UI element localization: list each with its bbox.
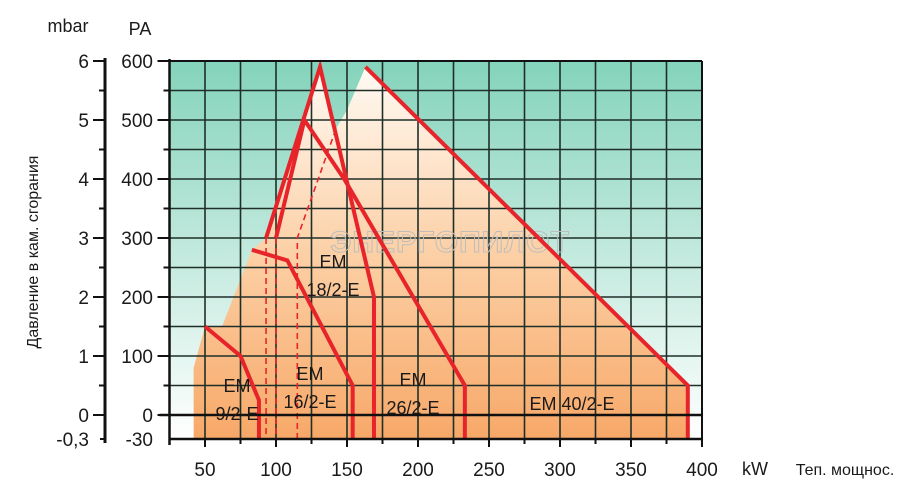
x-tick-label: 150 — [331, 460, 363, 481]
y-tick-label-mbar: 5 — [78, 111, 89, 132]
envelope-fill — [193, 66, 688, 440]
region-label: 26/2-E — [386, 398, 439, 418]
curve-em-9-2-e — [203, 324, 261, 439]
y-tick-label-pa: 500 — [121, 111, 153, 132]
y-unit-mbar: mbar — [47, 16, 88, 36]
region-labels: EM 9/2-E EM 16/2-E EM 18/2-E EM 26/2-E EM 40/2-E — [215, 252, 614, 424]
y-tick-label-pa: -30 — [126, 430, 153, 451]
envelope-fill-layer — [193, 66, 688, 440]
region-label: 16/2-E — [283, 392, 336, 412]
y-unit-pa: PA — [129, 19, 152, 39]
y-axis-title: Давление в кам. сгорания — [25, 156, 42, 349]
x-tick-label: 50 — [194, 460, 215, 481]
y-tick-label-pa: 200 — [121, 288, 153, 309]
region-label: EM — [320, 252, 347, 272]
y-tick-label-pa: 300 — [121, 229, 153, 250]
y-tick-label-mbar: 4 — [78, 170, 89, 191]
y-tick-label-mbar: -0,3 — [56, 430, 89, 451]
x-unit-label: kW — [742, 459, 768, 479]
y-tick-label-mbar: 0 — [78, 406, 89, 427]
dashed-boundary — [296, 125, 338, 439]
y-tick-label-pa: 0 — [142, 406, 153, 427]
y-tick-label-mbar: 6 — [78, 52, 89, 73]
region-label: 18/2-E — [306, 280, 359, 300]
x-tick-label: 200 — [402, 460, 434, 481]
curve-em-40-2-e — [364, 65, 690, 439]
y-tick-label-mbar: 1 — [78, 347, 89, 368]
region-label: EM — [224, 376, 251, 396]
curve-em-16-2-e — [251, 247, 355, 439]
region-label: 9/2-E — [215, 404, 258, 424]
x-tick-label: 350 — [615, 460, 647, 481]
x-tick-label: 300 — [544, 460, 576, 481]
y-tick-label-pa: 600 — [121, 52, 153, 73]
x-tick-label: 250 — [473, 460, 505, 481]
y-tick-label-mbar: 2 — [78, 288, 89, 309]
x-tick-label: 100 — [260, 460, 292, 481]
curves-layer — [203, 59, 690, 439]
y-tick-label-pa: 100 — [121, 347, 153, 368]
x-axis-title: Теп. мощнос. — [796, 462, 895, 479]
curve-em-26-2-e — [274, 115, 467, 439]
region-label: EM — [400, 370, 427, 390]
region-label: EM — [297, 364, 324, 384]
y-tick-label-mbar: 3 — [78, 229, 89, 250]
y-tick-label-pa: 400 — [121, 170, 153, 191]
region-label: EM 40/2-E — [529, 394, 614, 414]
x-tick-label: 400 — [686, 460, 718, 481]
